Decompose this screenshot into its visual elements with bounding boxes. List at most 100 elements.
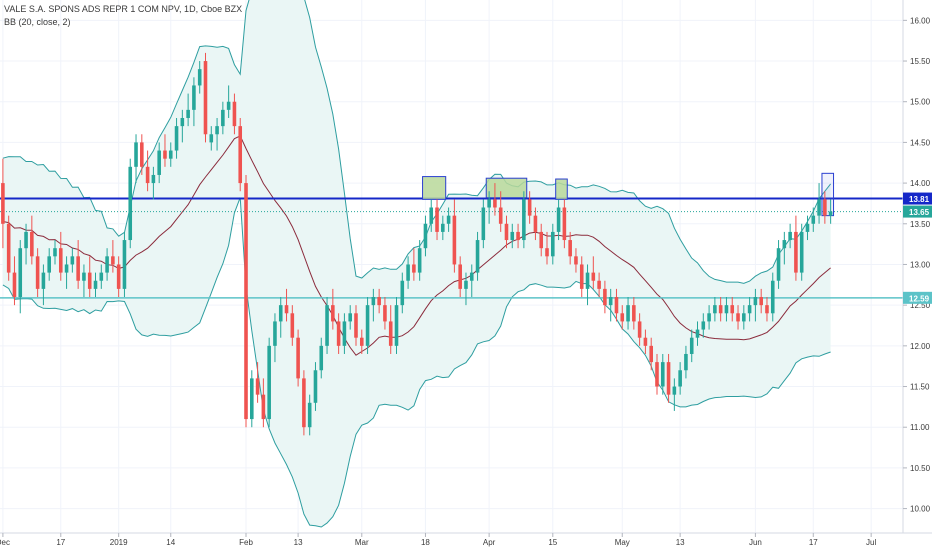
candle xyxy=(429,207,434,224)
time-tick-label: 14 xyxy=(166,538,175,547)
bollinger-basis-line xyxy=(2,135,831,356)
candle xyxy=(759,297,763,306)
candle xyxy=(325,305,329,346)
candle xyxy=(163,150,167,159)
candle xyxy=(441,223,445,232)
candle xyxy=(58,248,63,273)
candle xyxy=(666,362,671,395)
candles xyxy=(1,52,833,436)
candle xyxy=(197,69,202,86)
candle xyxy=(302,378,306,428)
candle xyxy=(660,362,665,387)
candle xyxy=(24,231,28,249)
candle xyxy=(695,329,700,338)
candle xyxy=(435,207,439,232)
candle xyxy=(452,215,457,265)
candle xyxy=(12,272,17,298)
time-tick-label: 17 xyxy=(56,538,65,547)
candle xyxy=(64,264,69,273)
candle xyxy=(522,199,526,241)
candle xyxy=(250,378,254,420)
candle xyxy=(585,272,590,289)
time-tick-label: Jul xyxy=(866,538,876,547)
bollinger-band-fill xyxy=(2,0,831,527)
candle xyxy=(724,305,729,314)
price-tick-label: 13.00 xyxy=(910,260,931,269)
candle xyxy=(782,240,787,249)
candle xyxy=(128,166,133,241)
candle xyxy=(307,402,312,428)
candle xyxy=(412,264,416,273)
candle xyxy=(371,297,376,306)
candle xyxy=(203,61,208,135)
candle xyxy=(116,264,121,289)
candle xyxy=(383,305,387,322)
candle xyxy=(551,231,555,257)
candle xyxy=(238,126,243,184)
candle xyxy=(805,223,810,232)
resistance-price-label-bg xyxy=(903,192,932,205)
candle xyxy=(53,248,57,257)
time-tick-label: 13 xyxy=(676,538,685,547)
candle xyxy=(134,142,138,167)
candle xyxy=(93,280,98,289)
time-tick-label: 13 xyxy=(294,538,303,547)
price-tick-label: 12.00 xyxy=(910,342,931,351)
candle xyxy=(87,272,92,289)
candle xyxy=(718,305,723,314)
symbol-title: VALE S.A. SPONS ADS REPR 1 COM NPV, 1D, … xyxy=(4,4,243,14)
candle xyxy=(186,109,190,118)
candle xyxy=(157,150,161,175)
candle xyxy=(70,256,75,265)
candle xyxy=(643,337,648,346)
candle xyxy=(684,353,688,371)
price-tick-label: 16.00 xyxy=(910,16,931,25)
price-tick-label: 14.50 xyxy=(910,138,931,147)
candle xyxy=(1,183,5,224)
candle xyxy=(539,231,544,249)
candle xyxy=(481,207,486,241)
candle xyxy=(446,215,451,224)
candle xyxy=(469,272,474,281)
candle xyxy=(817,199,821,216)
highlight-box xyxy=(821,172,835,217)
price-tick-label: 15.00 xyxy=(910,98,931,107)
time-tick-label: Mar xyxy=(355,538,369,547)
candle xyxy=(122,240,127,289)
highlight-box xyxy=(555,178,568,200)
candle xyxy=(331,305,335,322)
candle xyxy=(579,264,584,289)
candle xyxy=(388,321,393,346)
candle xyxy=(533,215,538,232)
candle xyxy=(273,321,277,346)
candle xyxy=(6,223,11,273)
candle xyxy=(336,321,341,346)
candle xyxy=(603,288,607,306)
candle xyxy=(41,272,46,289)
time-tick-label: 18 xyxy=(421,538,430,547)
candle xyxy=(510,231,515,241)
candle xyxy=(672,386,677,395)
candle xyxy=(614,297,619,314)
candle xyxy=(278,305,283,322)
candle xyxy=(35,256,40,289)
candle xyxy=(400,280,405,306)
candle xyxy=(788,231,792,241)
price-tick-label: 10.00 xyxy=(910,505,931,514)
candle xyxy=(689,337,694,354)
candle xyxy=(498,207,503,224)
candle xyxy=(140,142,144,167)
candle xyxy=(209,134,214,143)
candle xyxy=(620,313,625,322)
candle xyxy=(255,378,260,395)
time-tick-label: Apr xyxy=(483,538,496,547)
resistance-price-label: 13.81 xyxy=(909,195,930,204)
candle xyxy=(626,305,630,322)
price-tick-label: 11.50 xyxy=(910,383,930,392)
candle xyxy=(76,256,80,281)
candle xyxy=(608,297,613,306)
candle xyxy=(776,248,781,281)
price-tick-label: 10.50 xyxy=(910,464,931,473)
